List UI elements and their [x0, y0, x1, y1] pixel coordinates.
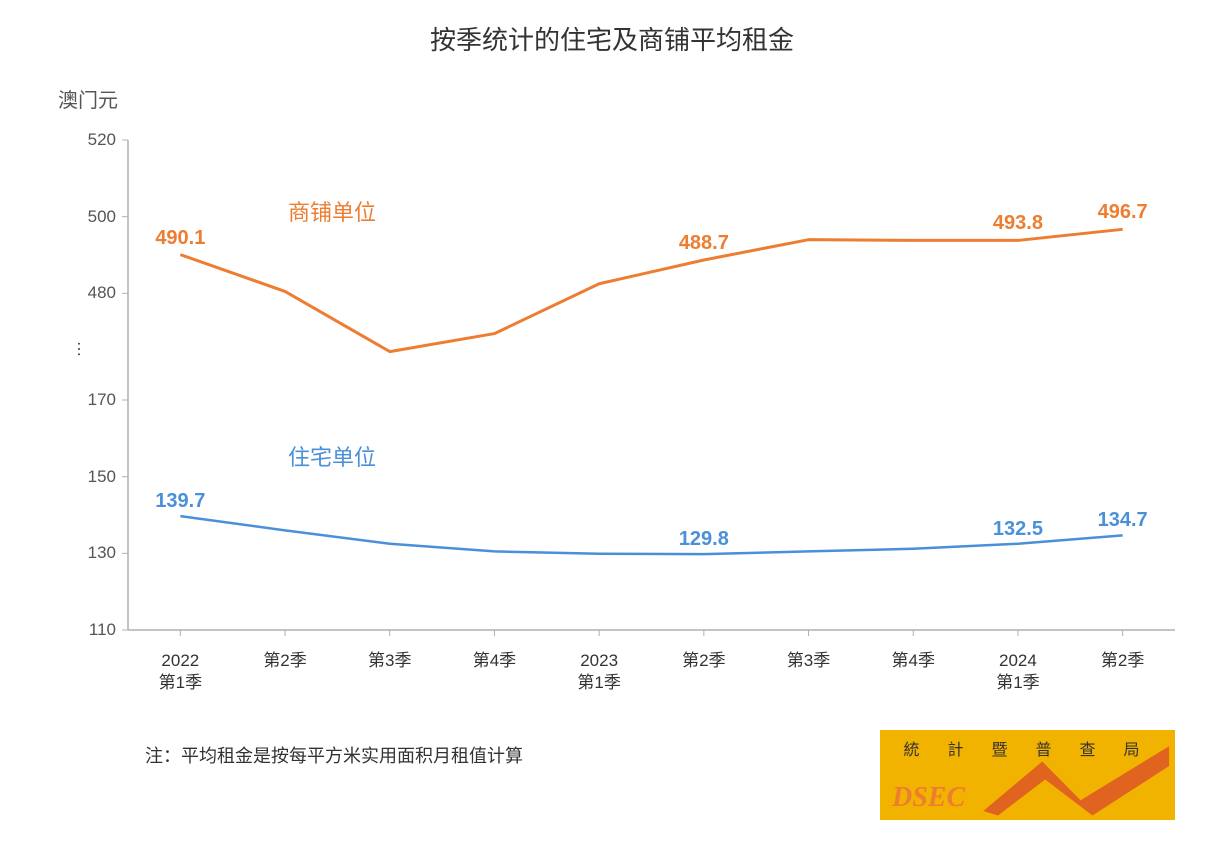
y-tick-label: 170 [66, 390, 116, 410]
dsec-logo: 統 計 暨 普 查 局 DSEC [880, 730, 1175, 820]
chart-footnote: 注：平均租金是按每平方米实用面积月租值计算 [145, 742, 523, 768]
axis-break-icon: ⋯ [69, 341, 89, 359]
y-tick-label: 520 [66, 130, 116, 150]
chart-svg [0, 0, 1224, 852]
y-tick-label: 150 [66, 467, 116, 487]
series-label-residential: 住宅单位 [288, 440, 376, 472]
x-tick-label: 2023 第1季 [554, 650, 644, 694]
y-tick-label: 480 [66, 283, 116, 303]
dsec-logo-text: DSEC [892, 782, 965, 814]
x-tick-label: 第4季 [868, 650, 958, 672]
data-point-label: 129.8 [664, 528, 744, 551]
x-tick-label: 2022 第1季 [135, 650, 225, 694]
data-point-label: 496.7 [1083, 201, 1163, 224]
data-point-label: 134.7 [1083, 509, 1163, 532]
x-tick-label: 第2季 [1078, 650, 1168, 672]
x-tick-label: 第3季 [764, 650, 854, 672]
x-tick-label: 2024 第1季 [973, 650, 1063, 694]
data-point-label: 488.7 [664, 232, 744, 255]
x-tick-label: 第2季 [240, 650, 330, 672]
data-point-label: 493.8 [978, 212, 1058, 235]
chart-container: 按季统计的住宅及商铺平均租金 澳门元 480500520110130150170… [0, 0, 1224, 852]
y-tick-label: 110 [66, 620, 116, 640]
y-tick-label: 500 [66, 207, 116, 227]
data-point-label: 490.1 [140, 227, 220, 250]
x-tick-label: 第2季 [659, 650, 749, 672]
data-point-label: 139.7 [140, 490, 220, 513]
x-tick-label: 第3季 [345, 650, 435, 672]
series-label-commercial: 商铺单位 [288, 195, 376, 227]
data-point-label: 132.5 [978, 518, 1058, 541]
x-tick-label: 第4季 [449, 650, 539, 672]
y-tick-label: 130 [66, 543, 116, 563]
